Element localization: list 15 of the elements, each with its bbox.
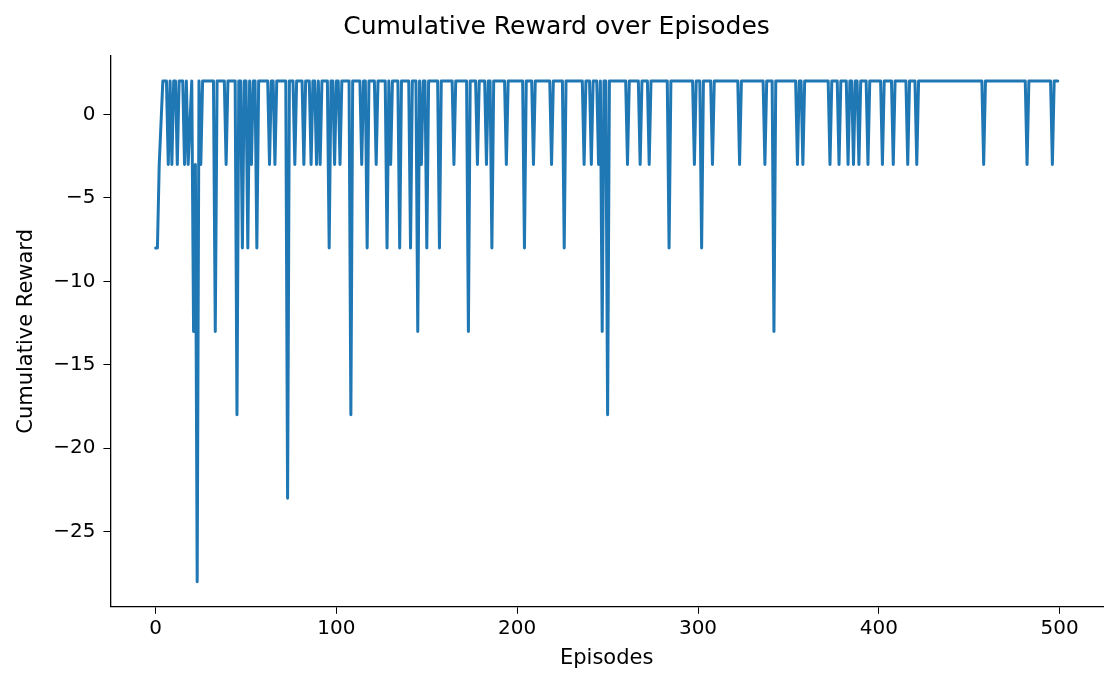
x-tick-label: 500 [1040,615,1079,639]
chart-title: Cumulative Reward over Episodes [343,10,770,40]
y-tick-label: −15 [53,350,96,375]
y-tick-label: −25 [53,517,96,542]
x-tick-label: 400 [859,615,898,639]
y-tick-label: −10 [53,267,96,292]
x-axis-title: Episodes [559,644,654,669]
y-tick-label: −20 [53,434,96,459]
x-tick-label: 100 [317,615,356,639]
y-tick-label: 0 [82,100,96,125]
x-tick-label: 200 [498,615,537,639]
y-axis-title: Cumulative Reward [13,229,38,434]
x-tick-label: 0 [149,615,162,639]
y-tick-label: −5 [65,184,96,209]
x-tick-label: 300 [678,615,718,639]
